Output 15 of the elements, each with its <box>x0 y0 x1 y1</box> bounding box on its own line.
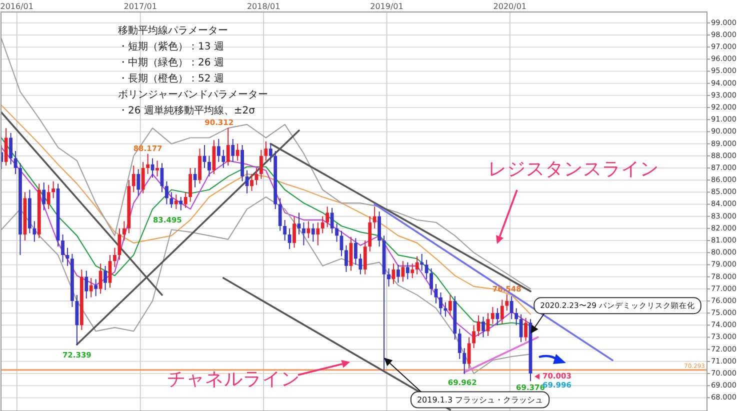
x-tick-label: 2017/01 <box>124 2 157 11</box>
annotation: ・中期（緑色）：26 週 <box>118 56 224 69</box>
annotation: 2019.1.3 フラッシュ・クラッシュ <box>416 395 544 404</box>
annotation: 移動平均線パラメーター <box>118 24 228 37</box>
annotation: チャネルライン <box>167 369 300 390</box>
x-tick-label: 2019/01 <box>370 2 404 11</box>
note: 2019.1.3 フラッシュ・クラッシュ <box>410 391 550 408</box>
annotation: ・長期（橙色）：52 週 <box>118 72 224 85</box>
x-tick-label: 2020/01 <box>493 2 527 11</box>
annotation: ・短期（紫色）：13 週 <box>118 40 224 53</box>
annotation: レジスタンスライン <box>488 159 659 180</box>
annotation: ・26 週単純移動平均線、±2σ <box>118 104 256 117</box>
x-tick-label: 2016/01 <box>0 2 34 11</box>
x-tick-label: 2018/01 <box>246 2 280 11</box>
annotation: ボリンジャーバンドパラメーター <box>118 90 268 101</box>
